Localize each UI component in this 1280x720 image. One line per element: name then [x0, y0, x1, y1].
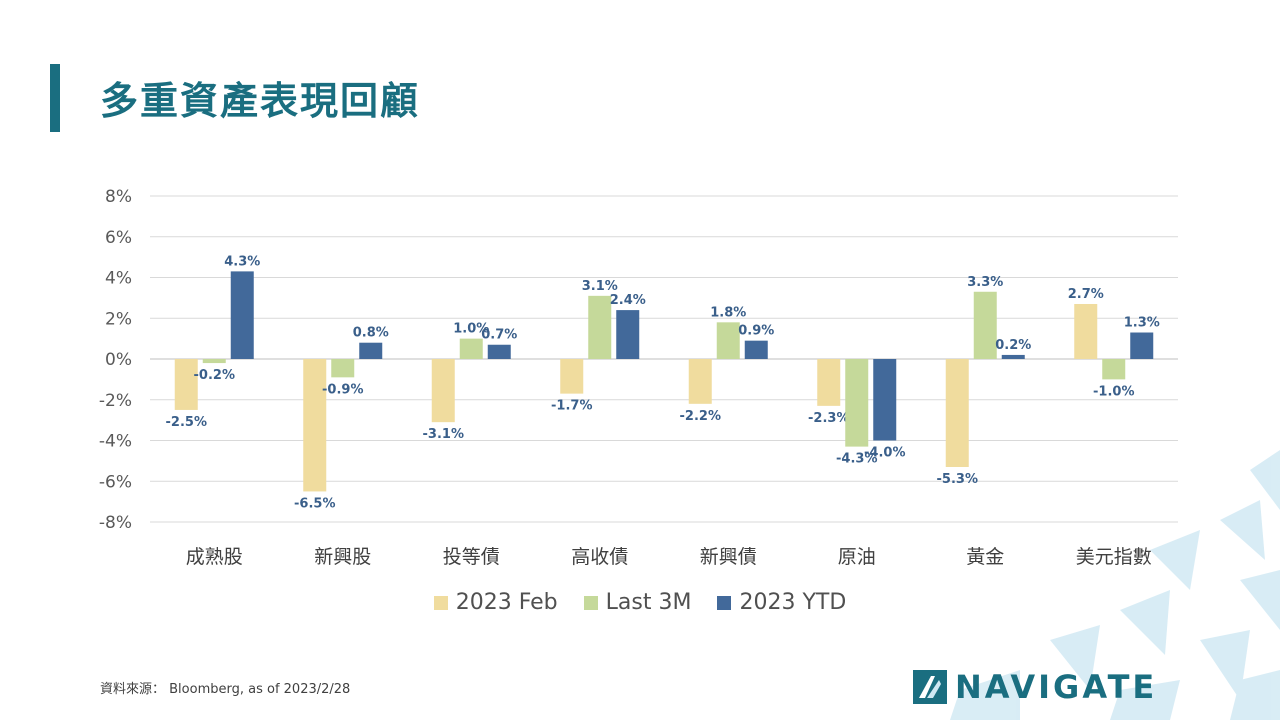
legend-item-ytd: 2023 YTD — [717, 590, 846, 615]
bar — [1001, 354, 1025, 359]
bar — [359, 342, 383, 359]
data-label: 3.3% — [967, 275, 1003, 290]
bar — [459, 338, 483, 359]
bar — [331, 359, 355, 378]
bar — [487, 344, 511, 359]
bar — [845, 359, 869, 447]
data-label: -3.1% — [423, 427, 464, 442]
data-label: -2.5% — [166, 415, 207, 430]
x-tick-label: 成熟股 — [186, 546, 243, 568]
x-tick-label: 美元指數 — [1076, 546, 1152, 568]
legend-label-3m: Last 3M — [605, 590, 692, 615]
data-label: -2.2% — [680, 409, 721, 424]
y-tick-label: 2% — [105, 309, 132, 329]
x-tick-label: 新興債 — [700, 546, 757, 568]
decorative-petals — [950, 450, 1280, 720]
bar — [202, 359, 226, 364]
x-tick-label: 高收債 — [571, 546, 628, 568]
x-tick-label: 投等債 — [443, 546, 500, 568]
data-label: 0.2% — [995, 338, 1031, 353]
y-tick-label: 0% — [105, 350, 132, 370]
legend-label-ytd: 2023 YTD — [739, 590, 847, 615]
data-label: 4.3% — [224, 254, 260, 269]
logo-text: NAVIGATE — [955, 668, 1158, 706]
data-label: 0.8% — [353, 326, 389, 341]
data-label: 1.0% — [453, 322, 489, 337]
title-accent-bar — [50, 64, 60, 132]
data-label: -1.7% — [551, 399, 592, 414]
data-label: -5.3% — [937, 472, 978, 487]
page-title: 多重資產表現回顧 — [100, 79, 421, 123]
data-label: 1.8% — [710, 305, 746, 320]
data-label: -2.3% — [808, 411, 849, 426]
x-tick-label: 新興股 — [314, 546, 371, 568]
bar — [973, 291, 997, 359]
bar — [688, 359, 712, 404]
bar — [716, 322, 740, 359]
data-label: -4.3% — [836, 452, 877, 467]
y-tick-label: 8% — [105, 187, 132, 207]
legend-item-3m: Last 3M — [583, 590, 692, 615]
data-label: -0.2% — [194, 368, 235, 383]
data-label: 2.4% — [610, 293, 646, 308]
data-label: 0.9% — [738, 324, 774, 339]
bar — [616, 310, 640, 359]
bar — [560, 359, 584, 394]
bar-chart: 8% 6% 4% 2% 0% -2% -4% -6% -8% -2.5% -0.2% 4.3% 成熟股 -… — [99, 187, 1178, 568]
bar — [1130, 332, 1154, 359]
navigate-logo-mark-icon — [913, 670, 947, 704]
chart-legend: 2023 Feb Last 3M 2023 YTD — [0, 590, 1280, 615]
data-label: -4.0% — [864, 446, 905, 461]
bar — [1074, 303, 1098, 359]
legend-label-feb: 2023 Feb — [455, 590, 558, 615]
data-label: -1.0% — [1093, 384, 1134, 399]
x-tick-label: 黃金 — [966, 546, 1004, 568]
data-label: 0.7% — [481, 328, 517, 343]
legend-swatch-3m — [583, 595, 598, 610]
navigate-logo: NAVIGATE — [913, 668, 1157, 706]
bar — [174, 359, 198, 410]
legend-swatch-ytd — [717, 595, 732, 610]
bar — [303, 359, 327, 492]
y-tick-label: -4% — [99, 432, 132, 452]
y-tick-label: -8% — [99, 513, 132, 533]
bar — [873, 359, 897, 441]
y-tick-label: 6% — [105, 228, 132, 248]
bar — [945, 359, 969, 467]
data-label: -0.9% — [322, 382, 363, 397]
data-label: -6.5% — [294, 496, 335, 511]
data-label: 1.3% — [1124, 316, 1160, 331]
bar — [588, 295, 612, 359]
bar — [744, 340, 768, 359]
legend-swatch-feb — [433, 595, 448, 610]
data-label: 3.1% — [582, 279, 618, 294]
legend-item-feb: 2023 Feb — [433, 590, 558, 615]
bar — [230, 271, 254, 359]
bar — [1102, 359, 1126, 380]
y-tick-label: -6% — [99, 472, 132, 492]
y-tick-label: -2% — [99, 391, 132, 411]
source-note: 資料來源： Bloomberg, as of 2023/2/28 — [100, 682, 351, 697]
bar — [817, 359, 841, 406]
bar — [431, 359, 455, 423]
x-tick-label: 原油 — [838, 546, 876, 568]
y-tick-label: 4% — [105, 269, 132, 289]
data-label: 2.7% — [1068, 287, 1104, 302]
